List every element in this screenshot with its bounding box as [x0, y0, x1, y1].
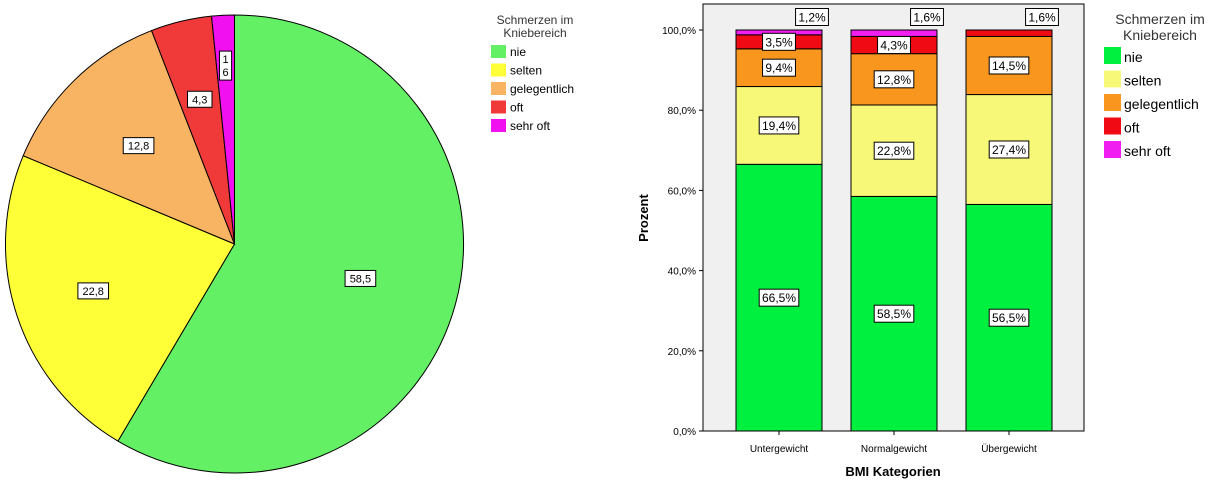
- bar-data-label-box: [758, 288, 800, 307]
- bar-data-label: 3,5%: [762, 32, 796, 51]
- x-tick-label: Normalgewicht: [861, 444, 927, 455]
- bar-data-label-text: 19,4%: [762, 119, 796, 133]
- bar-legend-swatch: [1104, 141, 1121, 158]
- bar-data-label-box: [988, 140, 1030, 159]
- y-tick-label: 100,0%: [662, 26, 696, 37]
- pie-legend-label: oft: [510, 101, 524, 115]
- pie-legend-title: Schmerzen im: [497, 13, 574, 27]
- bar-data-label-box: [795, 8, 829, 26]
- bar-data-label-text: 14,5%: [992, 59, 1026, 73]
- bar-legend-label: gelegentlich: [1124, 96, 1199, 112]
- bar-legend-label: oft: [1124, 120, 1140, 136]
- bar-data-label: 66,5%: [758, 288, 800, 307]
- bar-segment-sehr-oft: [850, 29, 938, 37]
- bar-legend-label: nie: [1124, 49, 1143, 65]
- bar-data-label-box: [877, 36, 911, 55]
- bar-data-label: 12,8%: [873, 70, 915, 89]
- pie-data-label: 22,8: [77, 282, 110, 300]
- pie-legend-swatch: [491, 100, 506, 114]
- bar-data-label: 58,5%: [873, 304, 915, 323]
- pie-data-label-box: [77, 282, 110, 300]
- pie-data-label-box: [218, 50, 233, 81]
- pie-legend-swatch: [491, 82, 506, 95]
- y-tick-label: 40,0%: [668, 267, 696, 278]
- bar-data-label-box: [762, 32, 796, 51]
- pie-legend-title: Kniebereich: [503, 26, 566, 40]
- bar-data-label: 1,6%: [1025, 8, 1059, 26]
- bar-data-label-text: 9,4%: [765, 61, 793, 75]
- pie-legend-swatch: [491, 119, 506, 132]
- bar-data-label-box: [873, 141, 915, 160]
- bar-data-label: 19,4%: [758, 116, 800, 135]
- bar-data-label-text: 1,6%: [913, 11, 941, 25]
- bar-data-label: 4,3%: [877, 36, 911, 55]
- bar-data-label: 1,2%: [795, 8, 829, 26]
- x-axis-label: BMI Kategorien: [845, 464, 940, 479]
- bar-data-label-box: [758, 116, 800, 135]
- bar-data-label-text: 1,6%: [1028, 11, 1056, 25]
- bar-data-label-box: [873, 70, 915, 89]
- bar-legend-swatch: [1104, 47, 1121, 64]
- bar-data-label-box: [910, 8, 944, 26]
- x-tick-label: Übergewicht: [981, 443, 1037, 455]
- pie-legend-swatch: [491, 63, 506, 77]
- y-tick-label: 20,0%: [668, 347, 696, 358]
- bar-legend-swatch: [1104, 70, 1121, 88]
- pie-legend-label: selten: [510, 64, 542, 78]
- bar-data-label-text: 22,8%: [877, 144, 911, 158]
- bar-data-label-box: [1025, 8, 1059, 26]
- y-axis-label: Prozent: [636, 193, 651, 241]
- pie-data-label-text: 22,8: [83, 286, 104, 298]
- bar-data-label-text: 3,5%: [765, 35, 793, 49]
- bar-data-label-box: [762, 58, 796, 77]
- bar-data-label: 27,4%: [988, 140, 1030, 159]
- bar-legend-label: sehr oft: [1124, 143, 1171, 159]
- pie-slice-nie: [117, 14, 464, 474]
- y-tick-label: 0,0%: [673, 427, 696, 438]
- bar-data-label: 9,4%: [762, 58, 796, 77]
- pie-data-label-text: 12,8: [128, 141, 149, 153]
- bar-legend-swatch: [1104, 117, 1121, 135]
- bar-data-label: 14,5%: [988, 56, 1030, 75]
- pie-data-label: 58,5: [344, 269, 377, 287]
- pie-legend-label: gelegentlich: [510, 82, 574, 96]
- pie-data-label-box: [344, 269, 377, 287]
- bar-legend-label: selten: [1124, 73, 1161, 89]
- pie-data-label: 4,3: [187, 90, 213, 108]
- pie-data-label-text: 6: [222, 67, 228, 79]
- pie-data-label-text: 58,5: [350, 273, 371, 285]
- bar-data-label-text: 27,4%: [992, 143, 1026, 157]
- pie-legend-swatch: [491, 45, 506, 58]
- pie-data-label-box: [122, 137, 155, 155]
- bar-data-label-text: 4,3%: [880, 39, 908, 53]
- x-tick-label: Untergewicht: [750, 444, 809, 455]
- pie-legend-label: sehr oft: [510, 119, 551, 133]
- bar-data-label-text: 58,5%: [877, 307, 911, 321]
- bar-segment-oft: [965, 29, 1053, 37]
- bar-data-label: 22,8%: [873, 141, 915, 160]
- pie-data-label: 12,8: [122, 137, 155, 155]
- pie-data-label-text: 1: [222, 54, 228, 66]
- y-tick-label: 80,0%: [668, 106, 696, 117]
- pie-legend-label: nie: [510, 45, 526, 59]
- bar-data-label-text: 1,2%: [798, 11, 826, 25]
- pie-data-label: 16: [218, 50, 233, 81]
- bar-data-label-text: 56,5%: [992, 311, 1026, 325]
- bar-legend-swatch: [1104, 94, 1121, 111]
- bar-data-label-text: 12,8%: [877, 73, 911, 87]
- bar-data-label-box: [988, 308, 1030, 327]
- bar-data-label: 56,5%: [988, 308, 1030, 327]
- bar-data-label-text: 66,5%: [762, 291, 796, 305]
- pie-data-label-box: [187, 90, 213, 108]
- y-tick-label: 60,0%: [668, 186, 696, 197]
- bar-legend-title: Kniebereich: [1123, 27, 1197, 43]
- pie-data-label-text: 4,3: [192, 94, 207, 106]
- bar-data-label-box: [988, 56, 1030, 75]
- pie-slice-selten: [5, 155, 236, 442]
- bar-legend-title: Schmerzen im: [1115, 11, 1204, 27]
- bar-data-label-box: [873, 304, 915, 323]
- bar-data-label: 1,6%: [910, 8, 944, 26]
